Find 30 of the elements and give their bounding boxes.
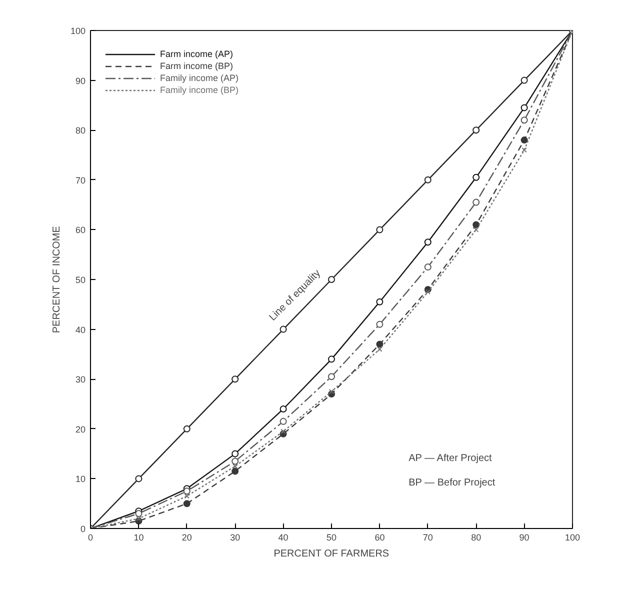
x-tick-label: 90 [519, 532, 530, 542]
y-tick-label: 90 [75, 76, 86, 86]
y-tick-label: 80 [75, 126, 86, 136]
text: Farm income (BP) [160, 60, 234, 72]
x-tick-label: 60 [374, 532, 385, 542]
x-tick-label: 80 [471, 532, 482, 542]
y-tick-label: 40 [75, 324, 86, 335]
x-tick-label: 0 [88, 532, 94, 542]
x-tick-label: 20 [182, 532, 192, 542]
y-tick-label: 30 [75, 374, 86, 385]
y-axis-title: PERCENT OF INCOME [51, 226, 62, 334]
x-tick-label: 50 [326, 532, 337, 542]
y-tick-label: 20 [75, 424, 86, 434]
y-tick-label: 0 [80, 524, 86, 534]
y-tick-label: 50 [75, 275, 86, 285]
text: Farm income (AP) [160, 48, 234, 60]
y-tick-label: 60 [75, 225, 86, 236]
y-tick-label: 10 [75, 474, 86, 484]
y-tick-label: 100 [70, 26, 86, 36]
x-tick-label: 100 [564, 532, 580, 542]
x-tick-label: 70 [422, 532, 433, 542]
text: Family income (BP) [160, 84, 239, 96]
x-tick-label: 30 [230, 532, 240, 542]
x-tick-label: 10 [134, 532, 144, 542]
y-tick-label: 70 [75, 175, 86, 186]
annotation: AP — After Project [408, 452, 492, 464]
annotation: BP — Befor Project [408, 478, 496, 489]
x-tick-label: 40 [278, 532, 288, 542]
x-axis-title: PERCENT OF FARMERS [274, 548, 390, 560]
text: Family income (AP) [160, 72, 239, 84]
